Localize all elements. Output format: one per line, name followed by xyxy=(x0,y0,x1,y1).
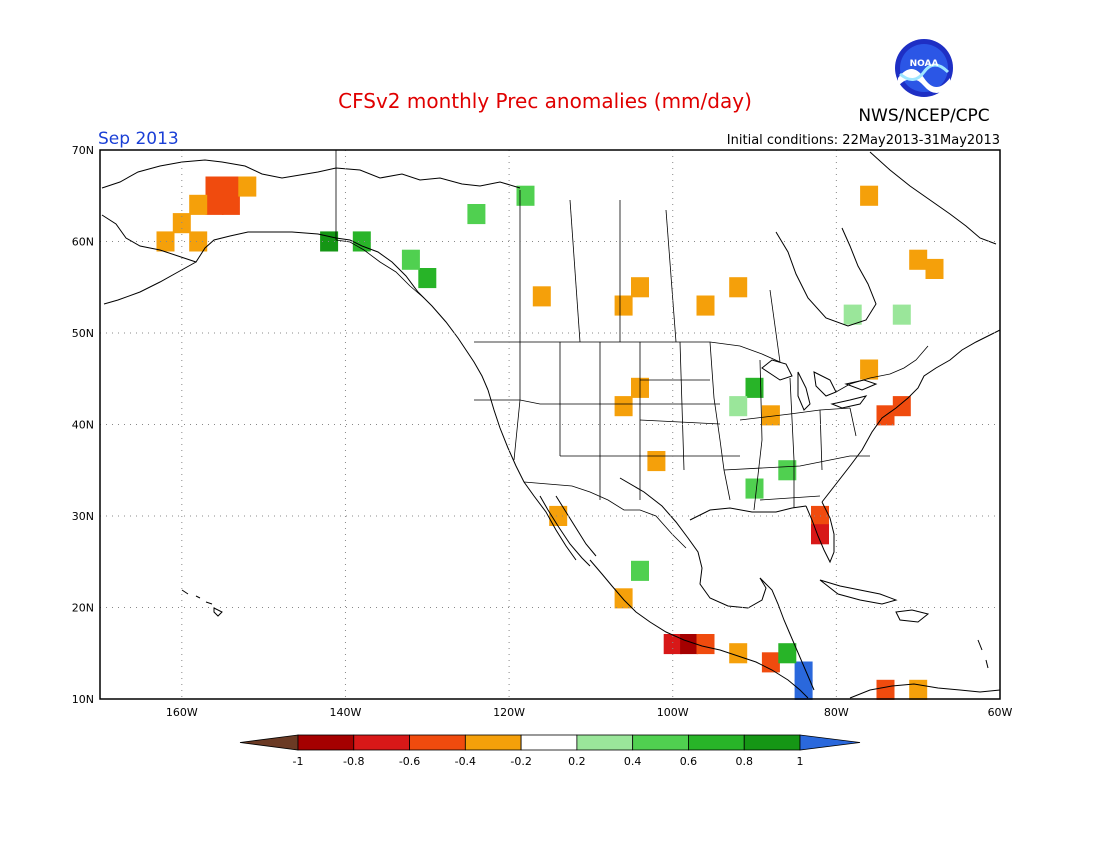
lat-label: 50N xyxy=(72,327,94,340)
lat-lon-grid xyxy=(100,150,1000,699)
anomaly-cell xyxy=(696,295,715,316)
colorbar-bin xyxy=(632,734,689,751)
anomaly-cell xyxy=(205,176,224,197)
lon-label: 120W xyxy=(493,706,525,719)
colorbar-bin xyxy=(297,734,355,751)
colorbar-bin xyxy=(576,734,634,751)
colorbar-bin xyxy=(520,734,578,751)
anomaly-cell xyxy=(860,185,879,206)
political-borders xyxy=(335,150,929,549)
anomaly-cell xyxy=(614,588,633,609)
colorbar: -1 -0.8 -0.6 -0.4 -0.2 0.2 0.4 0.6 0.8 1 xyxy=(239,734,861,768)
anomaly-cell xyxy=(467,204,486,225)
anomaly-cell xyxy=(189,231,208,252)
lon-label: 60W xyxy=(988,706,1013,719)
colorbar-high-arrow xyxy=(799,734,861,751)
anomaly-cell xyxy=(761,405,780,426)
anomaly-cell xyxy=(189,194,208,215)
lat-label: 20N xyxy=(72,602,94,615)
anomaly-cell xyxy=(892,304,911,325)
colorbar-tick-label: 0.8 xyxy=(735,755,753,768)
anomaly-cell xyxy=(925,258,944,279)
anomaly-cell xyxy=(401,249,420,270)
colorbar-tick-label: -0.2 xyxy=(510,755,531,768)
colorbar-tick-label: -0.8 xyxy=(343,755,364,768)
anomaly-cell xyxy=(729,643,748,664)
anomaly-cell xyxy=(745,478,764,499)
anomaly-cell xyxy=(647,451,666,472)
anomaly-cell xyxy=(549,505,568,526)
anomaly-cell xyxy=(614,295,633,316)
colorbar-tick-label: -1 xyxy=(293,755,304,768)
colorbar-tick-label: 0.2 xyxy=(568,755,586,768)
logo-lettering: NOAA xyxy=(910,59,939,69)
anomaly-cell xyxy=(729,396,748,417)
anomaly-cell xyxy=(794,679,813,700)
anomaly-cell xyxy=(663,634,682,655)
anomaly-cell xyxy=(729,277,748,298)
anomaly-cell xyxy=(614,396,633,417)
lat-label: 70N xyxy=(72,144,94,157)
anomaly-cell xyxy=(696,634,715,655)
axis-labels: 70N 60N 50N 40N 30N 20N 10N 160W 140W 120W 100W 80W… xyxy=(72,144,1013,719)
lat-label: 30N xyxy=(72,510,94,523)
anomaly-cell xyxy=(221,176,240,197)
colorbar-tick-label: -0.6 xyxy=(399,755,420,768)
anomaly-cell xyxy=(631,277,649,298)
anomaly-cell xyxy=(892,396,911,417)
anomaly-cell xyxy=(680,634,699,655)
anomaly-cell xyxy=(516,185,535,206)
lat-label: 60N xyxy=(72,236,94,249)
colorbar-tick-label: 0.6 xyxy=(680,755,698,768)
lon-label: 140W xyxy=(330,706,362,719)
colorbar-low-arrow xyxy=(239,734,299,751)
colorbar-bin xyxy=(688,734,745,751)
anomaly-cell xyxy=(876,679,895,700)
anomaly-cell xyxy=(860,359,879,380)
lon-label: 160W xyxy=(166,706,198,719)
figure-title: CFSv2 monthly Prec anomalies (mm/day) xyxy=(338,89,752,113)
colorbar-tick-label: -0.4 xyxy=(455,755,476,768)
lon-label: 80W xyxy=(824,706,849,719)
colorbar-tick-label: 1 xyxy=(797,755,804,768)
colorbar-bin xyxy=(353,734,410,751)
anomaly-cell xyxy=(205,194,224,215)
initial-conditions: Initial conditions: 22May2013-31May2013 xyxy=(727,133,1000,148)
colorbar-bin xyxy=(743,734,801,751)
anomaly-cell xyxy=(631,560,649,581)
colorbar-tick-label: 0.4 xyxy=(624,755,642,768)
anomaly-cell xyxy=(320,231,339,252)
anomaly-cell xyxy=(418,268,437,289)
colorbar-bin xyxy=(464,734,522,751)
anomaly-cell xyxy=(909,249,928,270)
lat-label: 40N xyxy=(72,419,94,432)
map-frame xyxy=(99,149,1001,700)
map-panel: 70N 60N 50N 40N 30N 20N 10N 160W 140W 120W 100W 80W… xyxy=(72,144,1013,719)
anomaly-cell xyxy=(843,304,862,325)
agency-label: NWS/NCEP/CPC xyxy=(858,106,989,126)
colorbar-bin xyxy=(409,734,466,751)
anomaly-cell xyxy=(532,286,551,307)
lat-label: 10N xyxy=(72,693,94,706)
anomaly-cell xyxy=(221,194,240,215)
lon-label: 100W xyxy=(657,706,689,719)
anomaly-cell xyxy=(156,231,175,252)
anomaly-cell xyxy=(745,377,764,398)
anomaly-cell xyxy=(909,679,928,700)
anomaly-cell xyxy=(778,643,797,664)
anomaly-cell xyxy=(778,460,797,481)
forecast-month: Sep 2013 xyxy=(98,129,179,149)
anomaly-cell xyxy=(238,176,257,197)
anomaly-cell xyxy=(172,213,191,234)
noaa-logo-icon: NOAA xyxy=(895,39,953,97)
